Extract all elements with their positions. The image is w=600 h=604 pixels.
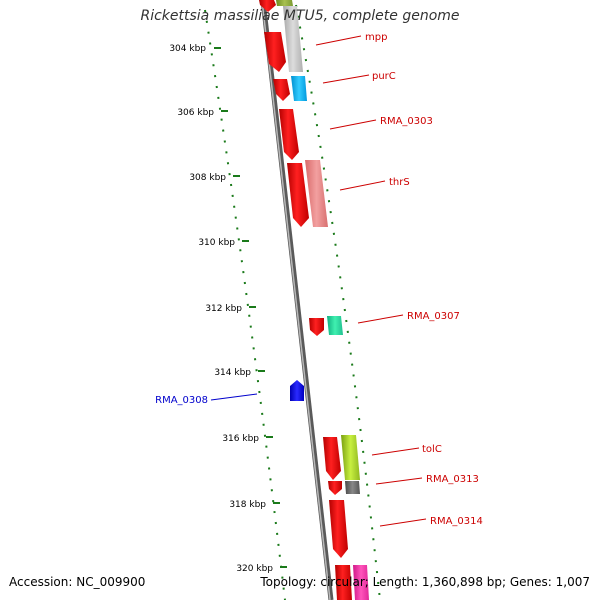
gene-red-2 bbox=[264, 32, 286, 72]
tick-label-304: 304 kbp bbox=[169, 44, 206, 54]
tick-label-308: 308 kbp bbox=[189, 173, 226, 183]
tick-312: 312 kbp bbox=[205, 304, 256, 314]
label-RMA_0313: RMA_0313 bbox=[426, 474, 479, 485]
bar-lime bbox=[341, 435, 360, 480]
tick-316: 316 kbp bbox=[222, 434, 273, 444]
gene-red-10 bbox=[335, 565, 352, 600]
tick-label-310: 310 kbp bbox=[198, 238, 235, 248]
bar-cyan bbox=[291, 76, 307, 101]
tick-304: 304 kbp bbox=[169, 44, 221, 54]
bar-olive-top bbox=[276, 0, 293, 6]
tick-306: 306 kbp bbox=[177, 108, 228, 118]
label-tolC: tolC bbox=[422, 444, 442, 455]
tick-308: 308 kbp bbox=[189, 173, 240, 183]
label-RMA_0303: RMA_0303 bbox=[380, 116, 433, 127]
bar-magenta bbox=[353, 565, 369, 600]
tick-label-306: 306 kbp bbox=[177, 108, 214, 118]
cog-bars bbox=[276, 0, 369, 600]
genome-backbone bbox=[260, 0, 334, 601]
forward-genes bbox=[259, 0, 352, 600]
tick-label-316: 316 kbp bbox=[222, 434, 259, 444]
tick-label-320: 320 kbp bbox=[236, 564, 273, 574]
gene-red-9 bbox=[329, 500, 348, 558]
tick-320: 320 kbp bbox=[236, 564, 287, 574]
bar-grey bbox=[283, 6, 303, 72]
gene-red-6 bbox=[309, 318, 324, 336]
label-RMA_0308: RMA_0308 bbox=[155, 395, 208, 406]
gene-blue bbox=[290, 380, 304, 401]
label-purC: purC bbox=[372, 71, 396, 82]
bar-pink bbox=[305, 160, 328, 227]
label-thrS: thrS bbox=[389, 177, 410, 188]
label-mpp: mpp bbox=[365, 32, 387, 43]
accession-text: Accession: NC_009900 bbox=[9, 575, 146, 589]
tick-label-314: 314 kbp bbox=[214, 368, 251, 378]
gene-red-3 bbox=[273, 79, 290, 101]
gene-red-5 bbox=[287, 163, 309, 227]
gene-labels: mpp purC RMA_0303 thrS RMA_0307 RMA_0308… bbox=[155, 32, 483, 527]
gene-red-8 bbox=[328, 481, 342, 495]
tick-310: 310 kbp bbox=[198, 238, 249, 248]
label-RMA_0307: RMA_0307 bbox=[407, 311, 460, 322]
gene-red-1 bbox=[259, 0, 276, 12]
label-RMA_0314: RMA_0314 bbox=[430, 516, 483, 527]
tick-318: 318 kbp bbox=[229, 500, 280, 510]
leader-lines bbox=[210, 35, 427, 527]
tick-label-318: 318 kbp bbox=[229, 500, 266, 510]
tick-label-312: 312 kbp bbox=[205, 304, 242, 314]
tick-314: 314 kbp bbox=[214, 368, 265, 378]
gene-red-4 bbox=[279, 109, 299, 160]
map-title: Rickettsia massiliae MTU5, complete geno… bbox=[140, 8, 460, 24]
genome-summary-text: Topology: circular; Length: 1,360,898 bp… bbox=[260, 575, 590, 589]
bar-dark bbox=[345, 481, 360, 494]
bar-teal bbox=[327, 316, 343, 335]
gene-red-7 bbox=[323, 437, 341, 480]
